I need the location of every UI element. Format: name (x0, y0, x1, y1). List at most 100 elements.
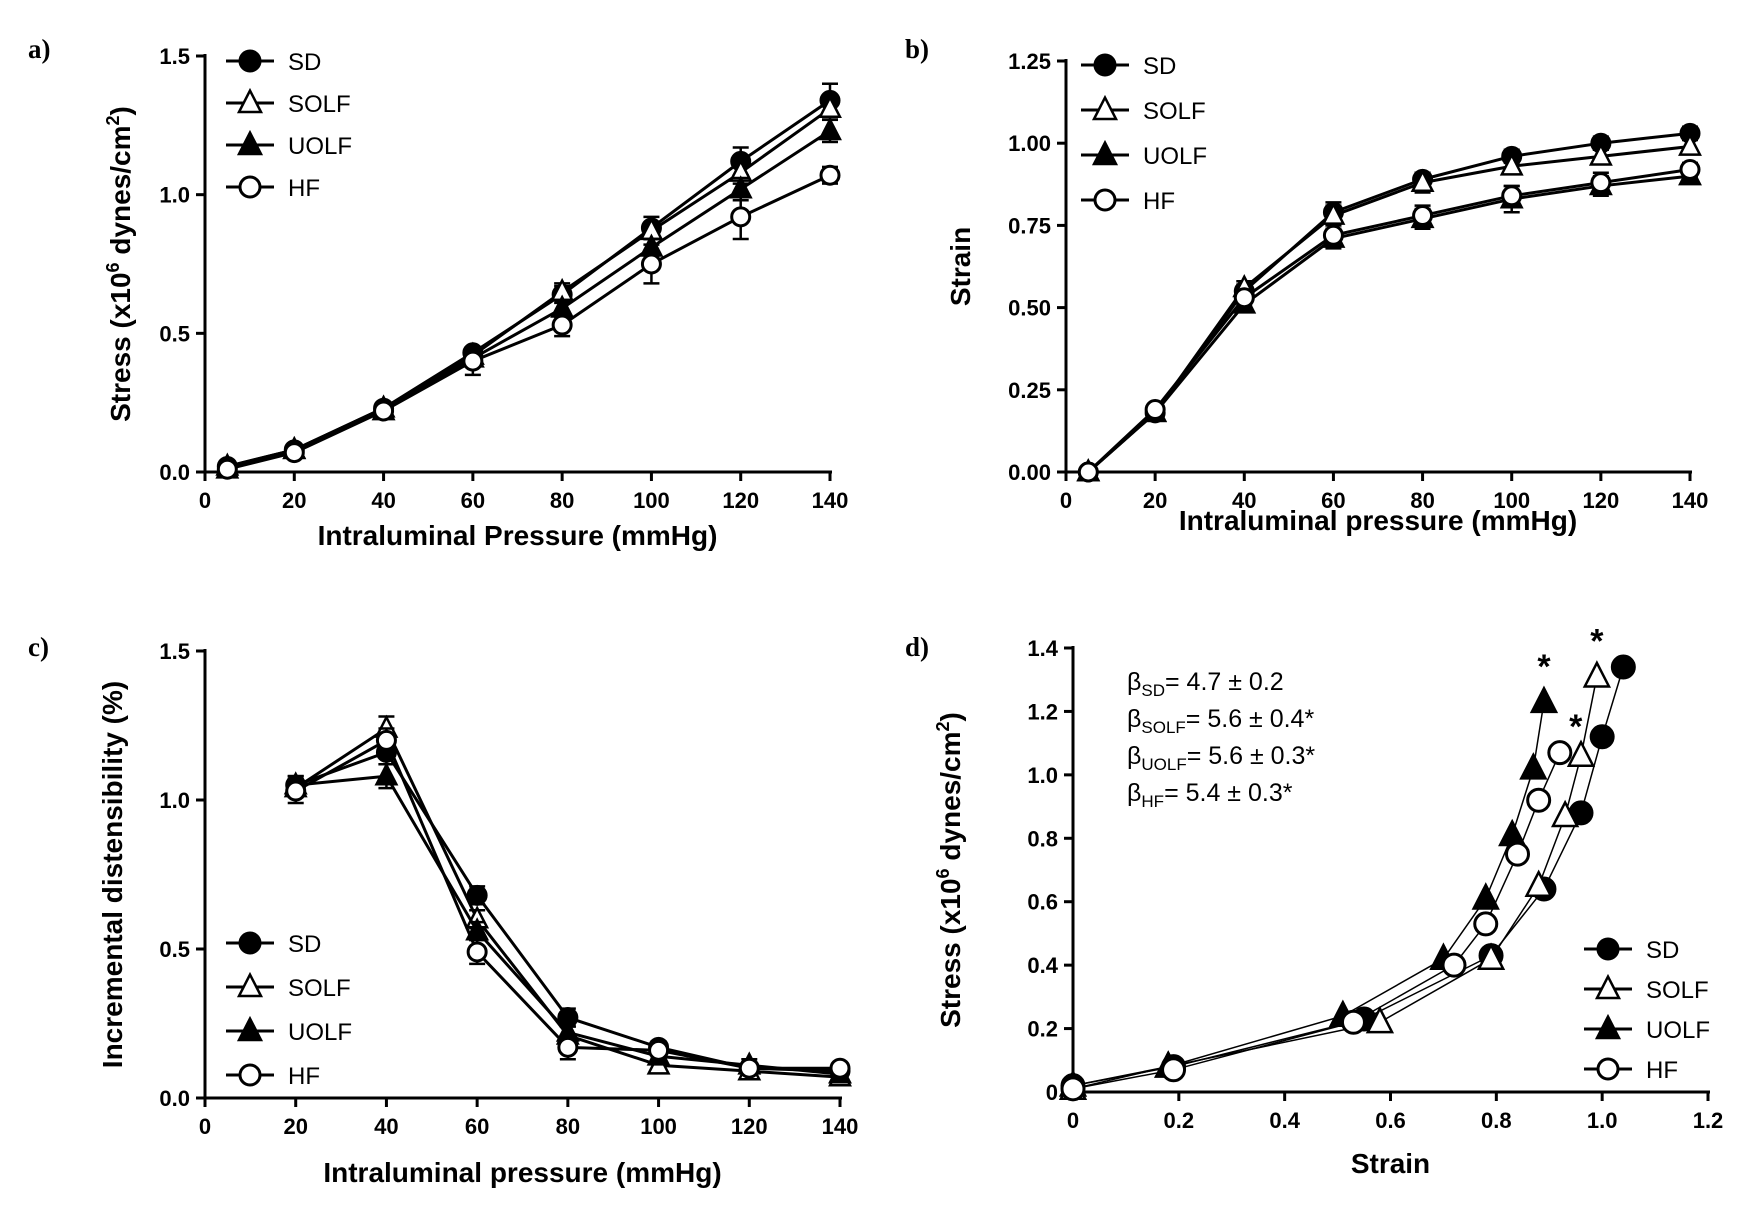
legend-item-uolf: UOLF (226, 1015, 352, 1046)
legend-label-hf: HF (288, 1063, 320, 1090)
legend-marker-uolf (236, 129, 264, 156)
panel-label-d: d) (905, 632, 929, 662)
x-tick-label: 0 (199, 1114, 211, 1139)
x-tick-label: 80 (556, 1114, 580, 1139)
legend-marker-solf (236, 971, 264, 998)
legend-marker-hf (1093, 188, 1117, 212)
x-tick-label: 0.6 (1375, 1108, 1406, 1133)
data-point-uolf (1519, 752, 1548, 780)
data-point-hf (1473, 911, 1499, 937)
legend-item-sd: SD (1081, 53, 1176, 80)
legend-marker-uolf (1091, 139, 1119, 166)
data-point-hf (1547, 740, 1573, 766)
legend-label-sd: SD (1143, 53, 1176, 80)
legend-item-sd: SD (226, 931, 321, 958)
series-hf (216, 164, 841, 480)
y-axis-title-part: dynes/cm (105, 125, 136, 262)
legend-marker-hf (1596, 1057, 1620, 1081)
legend: SD SOLF UOLF HF (226, 931, 352, 1090)
x-tick-label: 0 (199, 488, 211, 513)
legend: SD SOLF UOLF HF (1081, 53, 1207, 215)
legend-item-hf: HF (1081, 188, 1175, 215)
data-point-hf (466, 941, 488, 963)
data-point-hf (375, 729, 397, 751)
series-line-hf (226, 173, 831, 471)
legend-marker-sd (1596, 937, 1620, 961)
x-tick-label: 0.4 (1269, 1108, 1300, 1133)
x-tick-label: 40 (371, 488, 395, 513)
beta-value: = 5.6 ± 0.4* (1186, 705, 1315, 733)
legend: SD SOLF UOLF HF (1584, 937, 1710, 1084)
data-point-uolf (374, 762, 399, 786)
chart-panel-b: b) 0 20 40 60 80 100 120 140 0.00 0.25 0.50 0.75 1.00… (905, 34, 1708, 536)
data-point-hf (462, 350, 484, 372)
x-tick-label: 80 (1410, 488, 1434, 513)
legend-marker-solf (1091, 94, 1119, 121)
data-point-hf (285, 780, 307, 802)
beta-subscript: HF (1141, 792, 1164, 811)
data-point-hf (1161, 1057, 1187, 1083)
x-tick-label: 20 (283, 1114, 307, 1139)
y-tick-label: 0.25 (1008, 378, 1051, 403)
legend-marker-hf (238, 1063, 262, 1087)
x-tick-label: 140 (812, 488, 849, 513)
data-point-hf (1060, 1076, 1086, 1102)
legend-item-hf: HF (226, 175, 320, 202)
data-point-hf (1412, 205, 1434, 227)
significance-star: * (1590, 622, 1604, 660)
legend-label-uolf: UOLF (288, 1019, 352, 1046)
data-point-solf (1524, 869, 1553, 898)
legend-item-solf: SOLF (226, 87, 351, 118)
legend-marker-sd (1093, 53, 1117, 77)
data-point-solf (1476, 942, 1506, 970)
y-tick-label: 1.4 (1027, 636, 1058, 661)
y-axis-title-part: ) (105, 106, 136, 115)
data-point-solf (1582, 660, 1612, 688)
x-tick-label: 20 (282, 488, 306, 513)
y-tick-label: 0.5 (159, 321, 190, 346)
y-tick-label: 0.6 (1027, 890, 1058, 915)
beta-subscript: SD (1141, 681, 1165, 700)
y-tick-label: 1.00 (1008, 131, 1051, 156)
data-point-hf (730, 206, 752, 228)
x-tick-label: 100 (633, 488, 670, 513)
legend-label-solf: SOLF (1143, 98, 1206, 125)
legend-label-solf: SOLF (288, 975, 351, 1002)
legend-marker-sd (238, 931, 262, 955)
beta-symbol: β (1127, 779, 1141, 807)
beta-value: = 5.4 ± 0.3* (1164, 779, 1293, 807)
data-point-hf (1501, 185, 1523, 207)
data-point-solf (1365, 1005, 1395, 1034)
y-axis-title-part: ) (935, 712, 966, 721)
y-axis-title-sup: 2 (933, 721, 953, 731)
data-point-sd (1589, 724, 1615, 750)
beta-value: = 4.7 ± 0.2 (1165, 668, 1284, 696)
y-tick-label: 1.5 (159, 639, 190, 664)
series-hf (1077, 159, 1701, 483)
beta-annotation: βHF= 5.4 ± 0.3* (1127, 779, 1293, 811)
x-tick-label: 20 (1143, 488, 1167, 513)
legend-label-hf: HF (1646, 1057, 1678, 1084)
x-tick-label: 0.8 (1481, 1108, 1512, 1133)
series-line-hf (1087, 168, 1691, 474)
legend-item-solf: SOLF (226, 971, 351, 1002)
legend-label-sd: SD (1646, 937, 1679, 964)
y-axis-title: Stress (x106 dynes/cm2) (933, 712, 966, 1028)
x-tick-label: 0 (1060, 488, 1072, 513)
x-tick-label: 60 (1321, 488, 1345, 513)
data-point-hf (1322, 224, 1344, 246)
significance-star: * (1537, 648, 1551, 686)
x-tick-label: 100 (640, 1114, 677, 1139)
series-line-uolf (226, 129, 831, 468)
y-tick-label: 1.5 (159, 44, 190, 69)
data-point-hf (648, 1039, 670, 1061)
y-axis-title: Stress (x106 dynes/cm2) (103, 106, 136, 422)
data-point-hf (1340, 1009, 1366, 1035)
y-tick-label: 0.4 (1027, 953, 1058, 978)
y-axis-title: Strain (945, 227, 976, 306)
legend-item-sd: SD (1584, 937, 1679, 964)
legend-label-uolf: UOLF (1646, 1017, 1710, 1044)
legend-marker-hf (238, 175, 262, 199)
data-point-hf (216, 458, 238, 480)
data-point-hf (738, 1057, 760, 1079)
